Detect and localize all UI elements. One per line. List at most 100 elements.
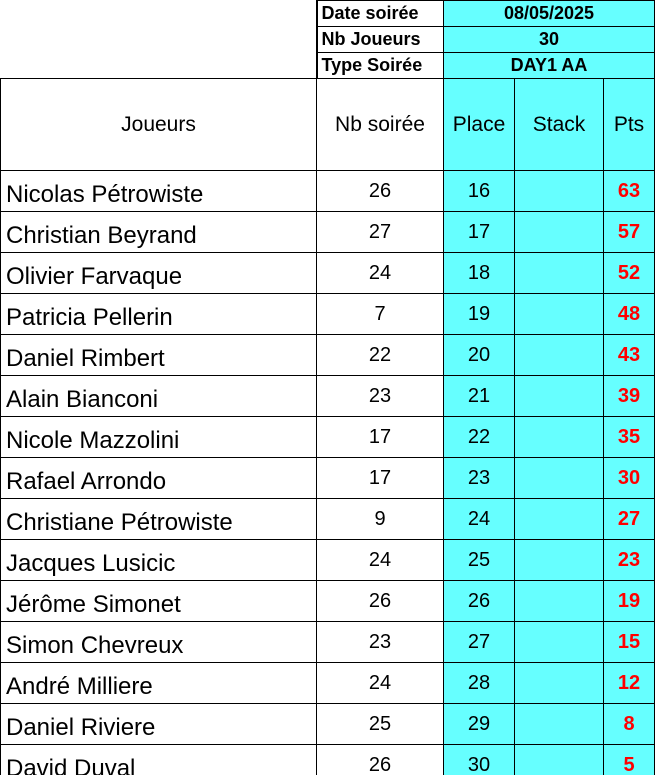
pts-cell[interactable]: 35 xyxy=(603,416,655,458)
pts-cell[interactable]: 19 xyxy=(603,580,655,622)
stack-cell[interactable] xyxy=(514,375,604,417)
place-cell[interactable]: 29 xyxy=(443,703,515,745)
table-row: David Duval 26 30 5 xyxy=(0,744,655,775)
players-label[interactable]: Nb Joueurs xyxy=(316,26,444,53)
stack-cell[interactable] xyxy=(514,703,604,745)
nb-soiree-cell[interactable]: 26 xyxy=(316,744,444,775)
nb-soiree-cell[interactable]: 25 xyxy=(316,703,444,745)
pts-cell[interactable]: 39 xyxy=(603,375,655,417)
pts-cell[interactable]: 27 xyxy=(603,498,655,540)
place-cell[interactable]: 23 xyxy=(443,457,515,499)
pts-cell[interactable]: 8 xyxy=(603,703,655,745)
nb-soiree-cell[interactable]: 22 xyxy=(316,334,444,376)
nb-soiree-cell[interactable]: 26 xyxy=(316,170,444,212)
player-name-cell[interactable]: Daniel Riviere xyxy=(0,703,317,745)
pts-cell[interactable]: 12 xyxy=(603,662,655,704)
nb-soiree-cell[interactable]: 27 xyxy=(316,211,444,253)
player-name-cell[interactable]: Jacques Lusicic xyxy=(0,539,317,581)
pts-cell[interactable]: 52 xyxy=(603,252,655,294)
table-row: Nicolas Pétrowiste 26 16 63 xyxy=(0,170,655,212)
player-name-cell[interactable]: Nicolas Pétrowiste xyxy=(0,170,317,212)
place-cell[interactable]: 20 xyxy=(443,334,515,376)
stack-cell[interactable] xyxy=(514,744,604,775)
player-name-cell[interactable]: Rafael Arrondo xyxy=(0,457,317,499)
pts-cell[interactable]: 23 xyxy=(603,539,655,581)
player-name-cell[interactable]: Christian Beyrand xyxy=(0,211,317,253)
place-cell[interactable]: 26 xyxy=(443,580,515,622)
player-name-cell[interactable]: Jérôme Simonet xyxy=(0,580,317,622)
type-value[interactable]: DAY1 AA xyxy=(443,52,655,79)
pts-cell[interactable]: 5 xyxy=(603,744,655,775)
place-cell[interactable]: 18 xyxy=(443,252,515,294)
date-value[interactable]: 08/05/2025 xyxy=(443,0,655,27)
date-label[interactable]: Date soirée xyxy=(316,0,444,27)
player-name-cell[interactable]: Alain Bianconi xyxy=(0,375,317,417)
player-name-cell[interactable]: Olivier Farvaque xyxy=(0,252,317,294)
pts-cell[interactable]: 57 xyxy=(603,211,655,253)
header-nb-soiree[interactable]: Nb soirée xyxy=(316,78,444,171)
player-name-cell[interactable]: Daniel Rimbert xyxy=(0,334,317,376)
player-name-cell[interactable]: David Duval xyxy=(0,744,317,775)
pts-cell[interactable]: 48 xyxy=(603,293,655,335)
table-row: Daniel Rimbert 22 20 43 xyxy=(0,334,655,376)
place-cell[interactable]: 27 xyxy=(443,621,515,663)
nb-soiree-cell[interactable]: 23 xyxy=(316,375,444,417)
nb-soiree-cell[interactable]: 24 xyxy=(316,662,444,704)
nb-soiree-cell[interactable]: 7 xyxy=(316,293,444,335)
pts-cell[interactable]: 63 xyxy=(603,170,655,212)
stack-cell[interactable] xyxy=(514,293,604,335)
nb-soiree-cell[interactable]: 24 xyxy=(316,539,444,581)
stack-cell[interactable] xyxy=(514,211,604,253)
nb-soiree-cell[interactable]: 24 xyxy=(316,252,444,294)
header-joueurs[interactable]: Joueurs xyxy=(0,78,317,171)
table-row: Christiane Pétrowiste 9 24 27 xyxy=(0,498,655,540)
place-cell[interactable]: 30 xyxy=(443,744,515,775)
table-row: Jérôme Simonet 26 26 19 xyxy=(0,580,655,622)
player-name-cell[interactable]: Simon Chevreux xyxy=(0,621,317,663)
place-cell[interactable]: 25 xyxy=(443,539,515,581)
player-name-cell[interactable]: Patricia Pellerin xyxy=(0,293,317,335)
nb-soiree-cell[interactable]: 17 xyxy=(316,457,444,499)
player-name-cell[interactable]: Nicole Mazzolini xyxy=(0,416,317,458)
player-name-cell[interactable]: André Milliere xyxy=(0,662,317,704)
stack-cell[interactable] xyxy=(514,334,604,376)
nb-soiree-cell[interactable]: 9 xyxy=(316,498,444,540)
place-cell[interactable]: 16 xyxy=(443,170,515,212)
stack-cell[interactable] xyxy=(514,457,604,499)
nb-soiree-cell[interactable]: 23 xyxy=(316,621,444,663)
stack-cell[interactable] xyxy=(514,498,604,540)
place-cell[interactable]: 28 xyxy=(443,662,515,704)
header-pts[interactable]: Pts xyxy=(603,78,655,171)
stack-cell[interactable] xyxy=(514,252,604,294)
info-row-players: Nb Joueurs 30 xyxy=(0,26,655,53)
table-row: Alain Bianconi 23 21 39 xyxy=(0,375,655,417)
table-row: André Milliere 24 28 12 xyxy=(0,662,655,704)
stack-cell[interactable] xyxy=(514,580,604,622)
players-value[interactable]: 30 xyxy=(443,26,655,53)
table-row: Patricia Pellerin 7 19 48 xyxy=(0,293,655,335)
place-cell[interactable]: 21 xyxy=(443,375,515,417)
nb-soiree-cell[interactable]: 26 xyxy=(316,580,444,622)
nb-soiree-cell[interactable]: 17 xyxy=(316,416,444,458)
stack-cell[interactable] xyxy=(514,662,604,704)
stack-cell[interactable] xyxy=(514,621,604,663)
stack-cell[interactable] xyxy=(514,170,604,212)
stack-cell[interactable] xyxy=(514,539,604,581)
place-cell[interactable]: 24 xyxy=(443,498,515,540)
header-stack[interactable]: Stack xyxy=(514,78,604,171)
table-row: Daniel Riviere 25 29 8 xyxy=(0,703,655,745)
player-name-cell[interactable]: Christiane Pétrowiste xyxy=(0,498,317,540)
pts-cell[interactable]: 15 xyxy=(603,621,655,663)
header-place[interactable]: Place xyxy=(443,78,515,171)
table-row: Christian Beyrand 27 17 57 xyxy=(0,211,655,253)
info-row-type: Type Soirée DAY1 AA xyxy=(0,52,655,79)
pts-cell[interactable]: 43 xyxy=(603,334,655,376)
place-cell[interactable]: 17 xyxy=(443,211,515,253)
type-label[interactable]: Type Soirée xyxy=(316,52,444,79)
place-cell[interactable]: 22 xyxy=(443,416,515,458)
stack-cell[interactable] xyxy=(514,416,604,458)
place-cell[interactable]: 19 xyxy=(443,293,515,335)
table-row: Nicole Mazzolini 17 22 35 xyxy=(0,416,655,458)
pts-cell[interactable]: 30 xyxy=(603,457,655,499)
